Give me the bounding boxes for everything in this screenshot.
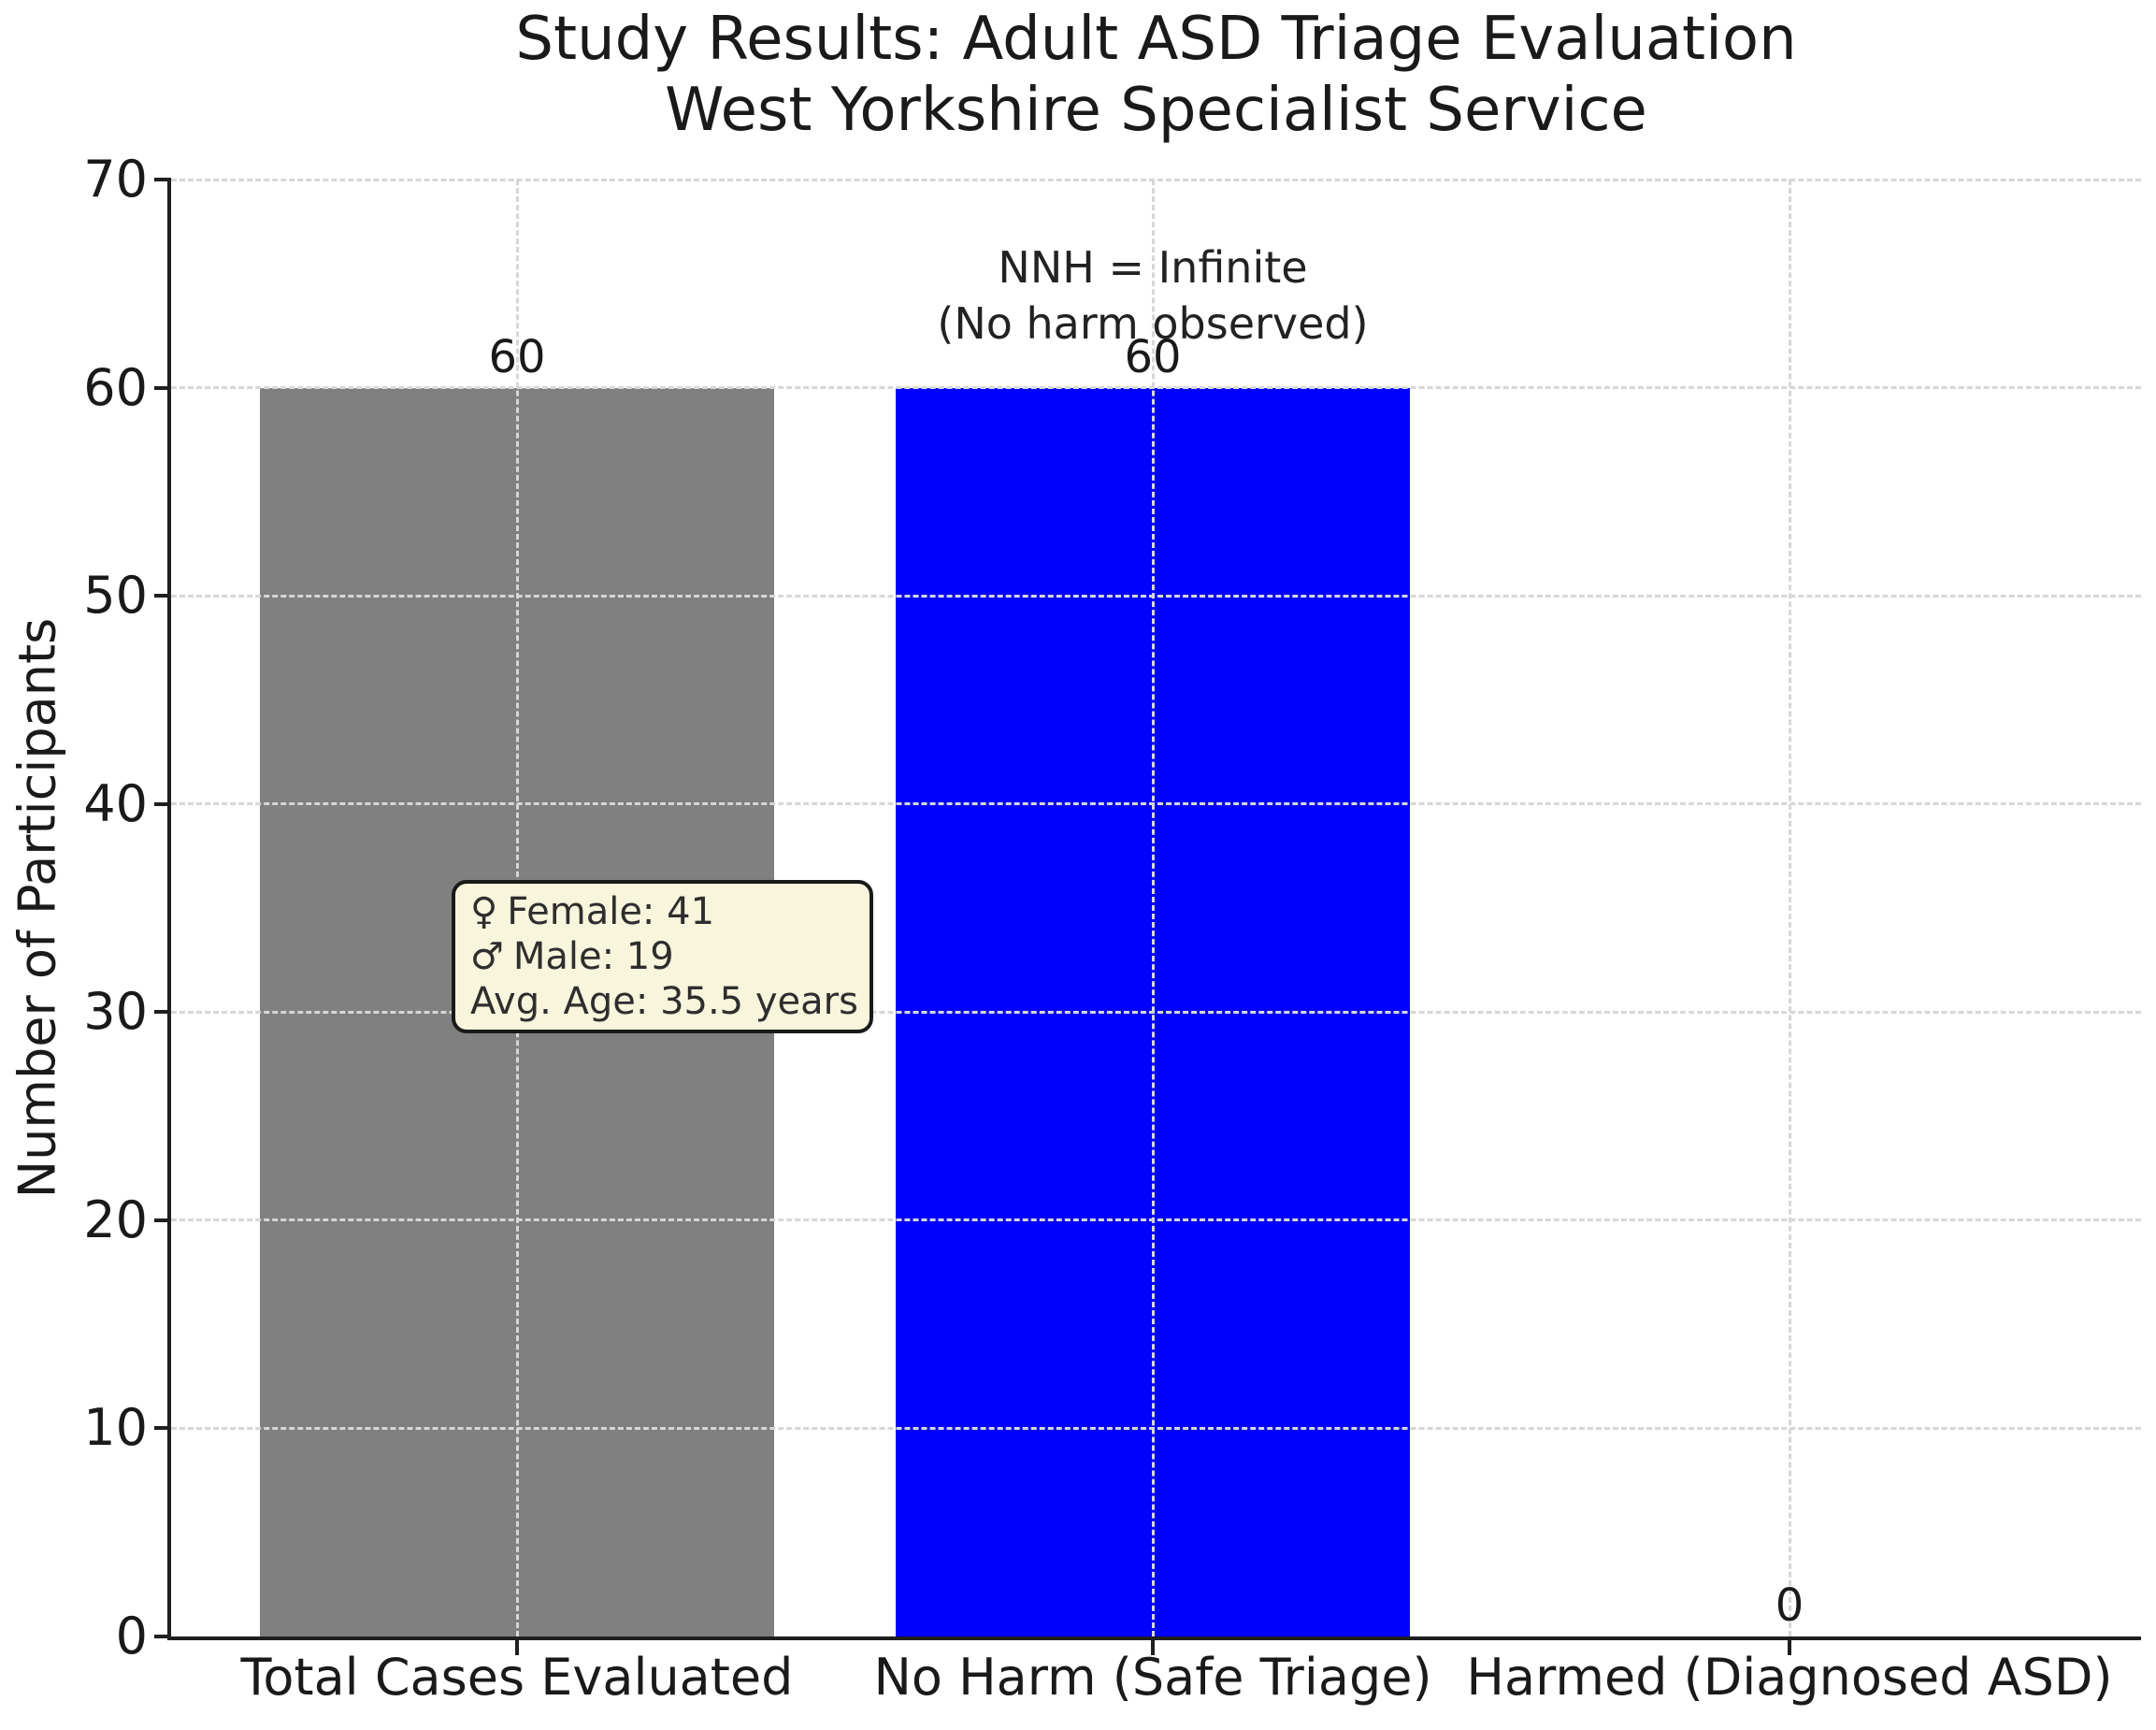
y-tick-mark-70 xyxy=(154,178,171,181)
female-icon: ♀ xyxy=(470,890,498,933)
y-tick-label-20: 20 xyxy=(83,1189,148,1249)
vertical-gridline-harmed-diagnosed-asd xyxy=(1789,180,1791,1636)
y-tick-mark-0 xyxy=(154,1635,171,1638)
x-tick-label-total-cases-evaluated: Total Cases Evaluated xyxy=(240,1648,794,1707)
y-tick-label-10: 10 xyxy=(83,1398,148,1458)
nnh-annotation-line-2: (No harm observed) xyxy=(937,298,1369,349)
horizontal-gridline-30 xyxy=(171,1010,2141,1014)
nnh-annotation: NNH = Infinite (No harm observed) xyxy=(685,239,1620,352)
tooltip-male-row: ♂ Male: 19 xyxy=(470,934,855,979)
horizontal-gridline-70 xyxy=(171,178,2141,181)
bar-value-label-total-cases-evaluated: 60 xyxy=(488,330,546,383)
demographics-tooltip: ♀ Female: 41 ♂ Male: 19 Avg. Age: 35.5 yea… xyxy=(452,880,873,1033)
y-axis-spine xyxy=(167,180,171,1640)
chart-title-line-2: West Yorkshire Specialist Service xyxy=(665,76,1647,145)
tooltip-female-row: ♀ Female: 41 xyxy=(470,889,855,934)
chart-title: Study Results: Adult ASD Triage Evaluati… xyxy=(171,4,2141,146)
male-icon: ♂ xyxy=(470,935,504,978)
horizontal-gridline-20 xyxy=(171,1218,2141,1222)
y-tick-label-60: 60 xyxy=(83,357,148,417)
y-tick-label-0: 0 xyxy=(115,1607,148,1665)
tooltip-avg-age-label: Avg. Age: 35.5 years xyxy=(470,980,858,1023)
y-tick-label-30: 30 xyxy=(83,982,148,1042)
bar-value-label-harmed-diagnosed-asd: 0 xyxy=(1775,1579,1804,1632)
x-axis-spine xyxy=(167,1636,2141,1640)
tooltip-female-label: Female: 41 xyxy=(507,890,715,933)
tooltip-male-label: Male: 19 xyxy=(512,935,674,978)
horizontal-gridline-50 xyxy=(171,594,2141,598)
x-tick-label-no-harm-safe-triage: No Harm (Safe Triage) xyxy=(873,1648,1432,1707)
horizontal-gridline-10 xyxy=(171,1426,2141,1430)
tooltip-avg-age-row: Avg. Age: 35.5 years xyxy=(470,979,858,1024)
nnh-annotation-line-1: NNH = Infinite xyxy=(998,242,1308,293)
y-tick-mark-50 xyxy=(154,594,171,598)
x-tick-mark-no-harm-safe-triage xyxy=(1151,1640,1155,1655)
horizontal-gridline-40 xyxy=(171,802,2141,806)
y-tick-mark-60 xyxy=(154,385,171,390)
horizontal-gridline-60 xyxy=(171,386,2141,390)
y-tick-mark-40 xyxy=(154,801,171,806)
y-tick-label-50: 50 xyxy=(83,566,148,626)
y-tick-mark-20 xyxy=(154,1218,171,1222)
x-tick-mark-total-cases-evaluated xyxy=(515,1640,519,1655)
y-tick-mark-10 xyxy=(154,1426,171,1431)
chart-title-line-1: Study Results: Adult ASD Triage Evaluati… xyxy=(515,5,1797,74)
y-axis-label: Number of Participants xyxy=(7,617,67,1199)
y-tick-mark-30 xyxy=(154,1010,171,1015)
x-tick-mark-harmed-diagnosed-asd xyxy=(1788,1640,1791,1655)
x-tick-label-harmed-diagnosed-asd: Harmed (Diagnosed ASD) xyxy=(1466,1648,2113,1707)
vertical-gridline-no-harm-safe-triage xyxy=(1152,180,1155,1636)
y-tick-label-40: 40 xyxy=(83,773,148,833)
y-tick-label-70: 70 xyxy=(83,150,148,209)
bar-value-label-no-harm-safe-triage: 60 xyxy=(1124,330,1182,383)
